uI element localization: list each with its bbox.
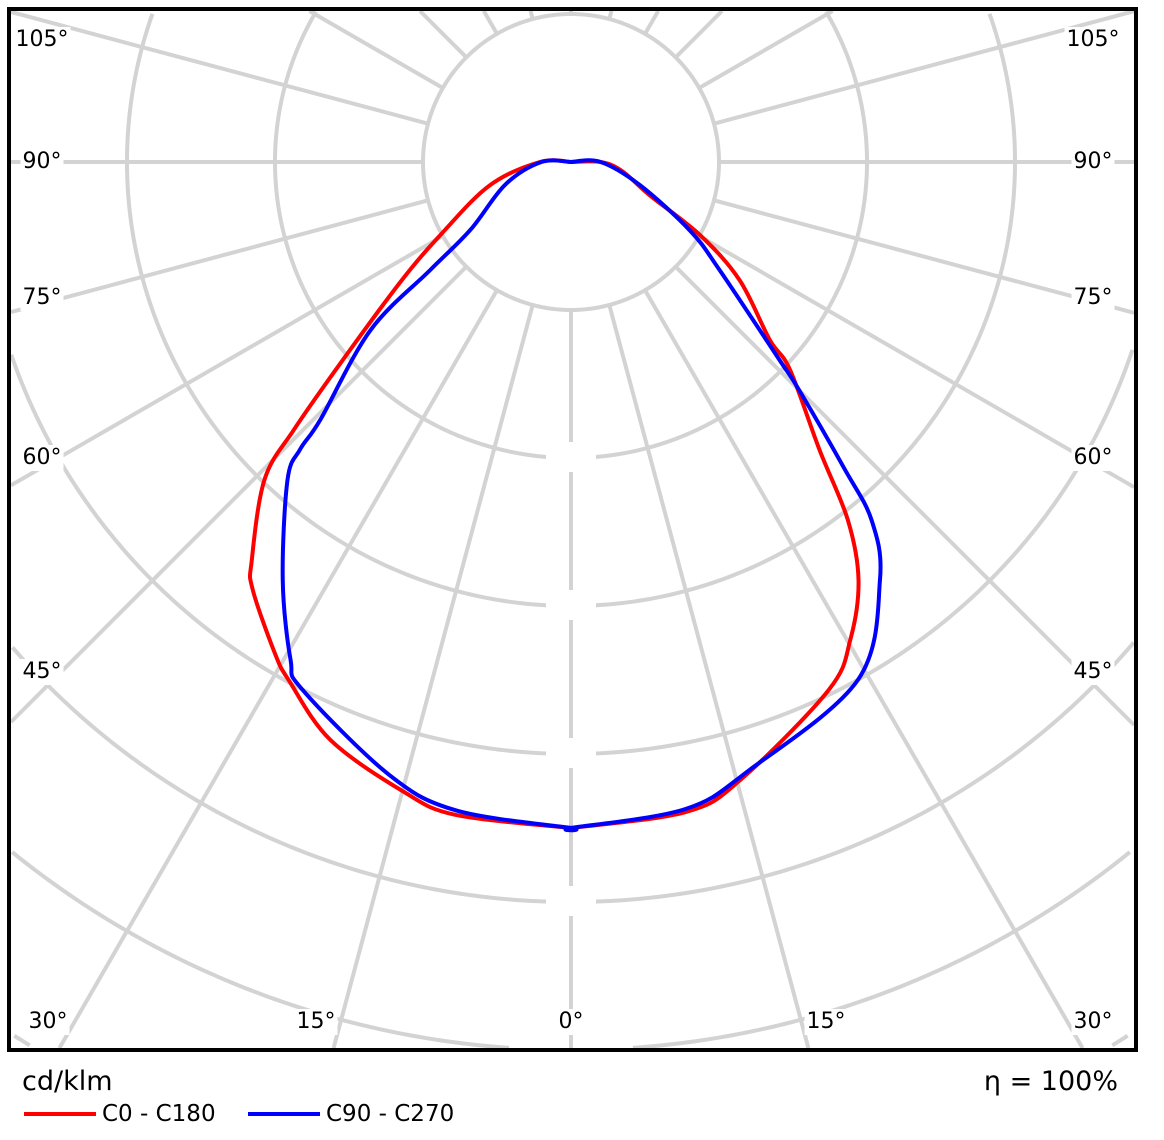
angle-label: 45° (20, 659, 64, 685)
grid-ring (10, 850, 510, 1050)
polar-grid (9, 9, 1136, 1050)
radial-tick-label-bg (546, 590, 596, 620)
legend-swatch-red (24, 1112, 96, 1116)
grid-spoke (482, 9, 499, 35)
radial-tick-label-bg (546, 442, 596, 472)
grid-ring (9, 354, 572, 756)
legend-item-c90-c270: C90 - C270 (248, 1100, 454, 1128)
grid-spoke (57, 289, 499, 1049)
angle-label: 15° (294, 1009, 338, 1035)
angle-label: 60° (1071, 445, 1115, 471)
grid-spoke (308, 9, 444, 90)
legend-item-c0-c180: C0 - C180 (24, 1100, 216, 1128)
grid-ring (570, 641, 1136, 904)
grid-ring (124, 13, 572, 608)
grid-spoke (331, 304, 535, 1049)
efficiency-label: η = 100% (983, 1066, 1118, 1097)
grid-spoke (713, 9, 1135, 126)
angle-label: 30° (26, 1009, 70, 1035)
grid-ring (13, 1034, 31, 1048)
curve-c90-c270 (280, 158, 883, 833)
grid-spoke (713, 198, 1135, 315)
grid-spoke (698, 234, 1135, 489)
grid-spoke (698, 9, 834, 90)
radial-tick-label-bg (546, 886, 596, 916)
polar-chart (7, 7, 1138, 1052)
angle-label: 75° (20, 285, 64, 311)
grid-ring (632, 850, 1132, 1050)
grid-spoke (607, 10, 614, 20)
grid-spoke (674, 9, 724, 59)
grid-ring (1111, 1034, 1129, 1048)
grid-spoke (607, 304, 811, 1049)
legend-swatch-blue (248, 1112, 320, 1116)
grid-ring (570, 13, 1018, 608)
unit-label: cd/klm (22, 1066, 113, 1097)
angle-label: 0° (556, 1009, 586, 1035)
grid-spoke (528, 10, 535, 20)
angle-label: 105° (13, 27, 71, 53)
grid-spoke (9, 265, 468, 724)
grid-spoke (418, 9, 468, 59)
grid-spoke (674, 265, 1136, 727)
radial-label-backgrounds (546, 442, 596, 916)
radial-tick-label-bg (546, 738, 596, 768)
curves (247, 158, 883, 833)
grid-spoke (643, 10, 660, 35)
angle-label: 90° (1071, 149, 1115, 175)
grid-ring (11, 646, 572, 904)
legend-label: C90 - C270 (326, 1101, 455, 1127)
angle-label: 105° (1064, 27, 1122, 53)
angle-label: 75° (1071, 285, 1115, 311)
grid-spoke (10, 10, 429, 126)
angle-label: 30° (1071, 1009, 1115, 1035)
grid-spoke (9, 234, 444, 488)
grid-ring (570, 349, 1135, 756)
angle-label: 90° (20, 149, 64, 175)
legend-label: C0 - C180 (102, 1101, 216, 1127)
plot-frame (7, 7, 1138, 1052)
angle-label: 15° (804, 1009, 848, 1035)
angle-label: 60° (20, 445, 64, 471)
angle-label: 45° (1071, 659, 1115, 685)
grid-spoke (10, 198, 429, 314)
